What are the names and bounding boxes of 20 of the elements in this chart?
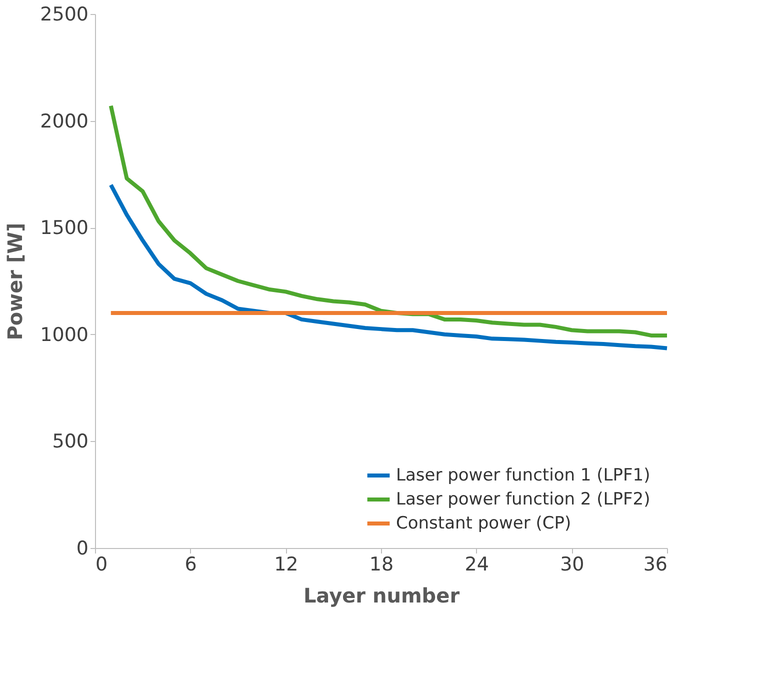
x-tick-label: 24 — [464, 554, 489, 576]
x-tick-label: 18 — [369, 554, 394, 576]
x-tick-label: 12 — [274, 554, 298, 576]
x-axis-title: Layer number — [303, 584, 460, 608]
legend-label: Laser power function 1 (LPF1) — [396, 466, 650, 486]
x-tick-label: 0 — [96, 554, 108, 576]
y-tick-label: 1000 — [40, 324, 88, 346]
x-tick-label: 36 — [643, 554, 668, 576]
legend-label: Laser power function 2 (LPF2) — [396, 490, 650, 510]
y-tick-label: 0 — [76, 538, 88, 560]
legend-label: Constant power (CP) — [396, 514, 572, 534]
x-tick-label: 6 — [184, 554, 197, 576]
y-tick-label: 500 — [52, 430, 88, 453]
y-tick-label: 2500 — [40, 4, 88, 26]
x-tick-label: 30 — [560, 554, 584, 576]
y-tick-label: 2000 — [40, 110, 88, 132]
y-axis-title: Power [W] — [3, 222, 28, 340]
y-tick-label: 1500 — [40, 217, 88, 240]
line-series — [108, 104, 669, 338]
line-series — [108, 182, 669, 350]
